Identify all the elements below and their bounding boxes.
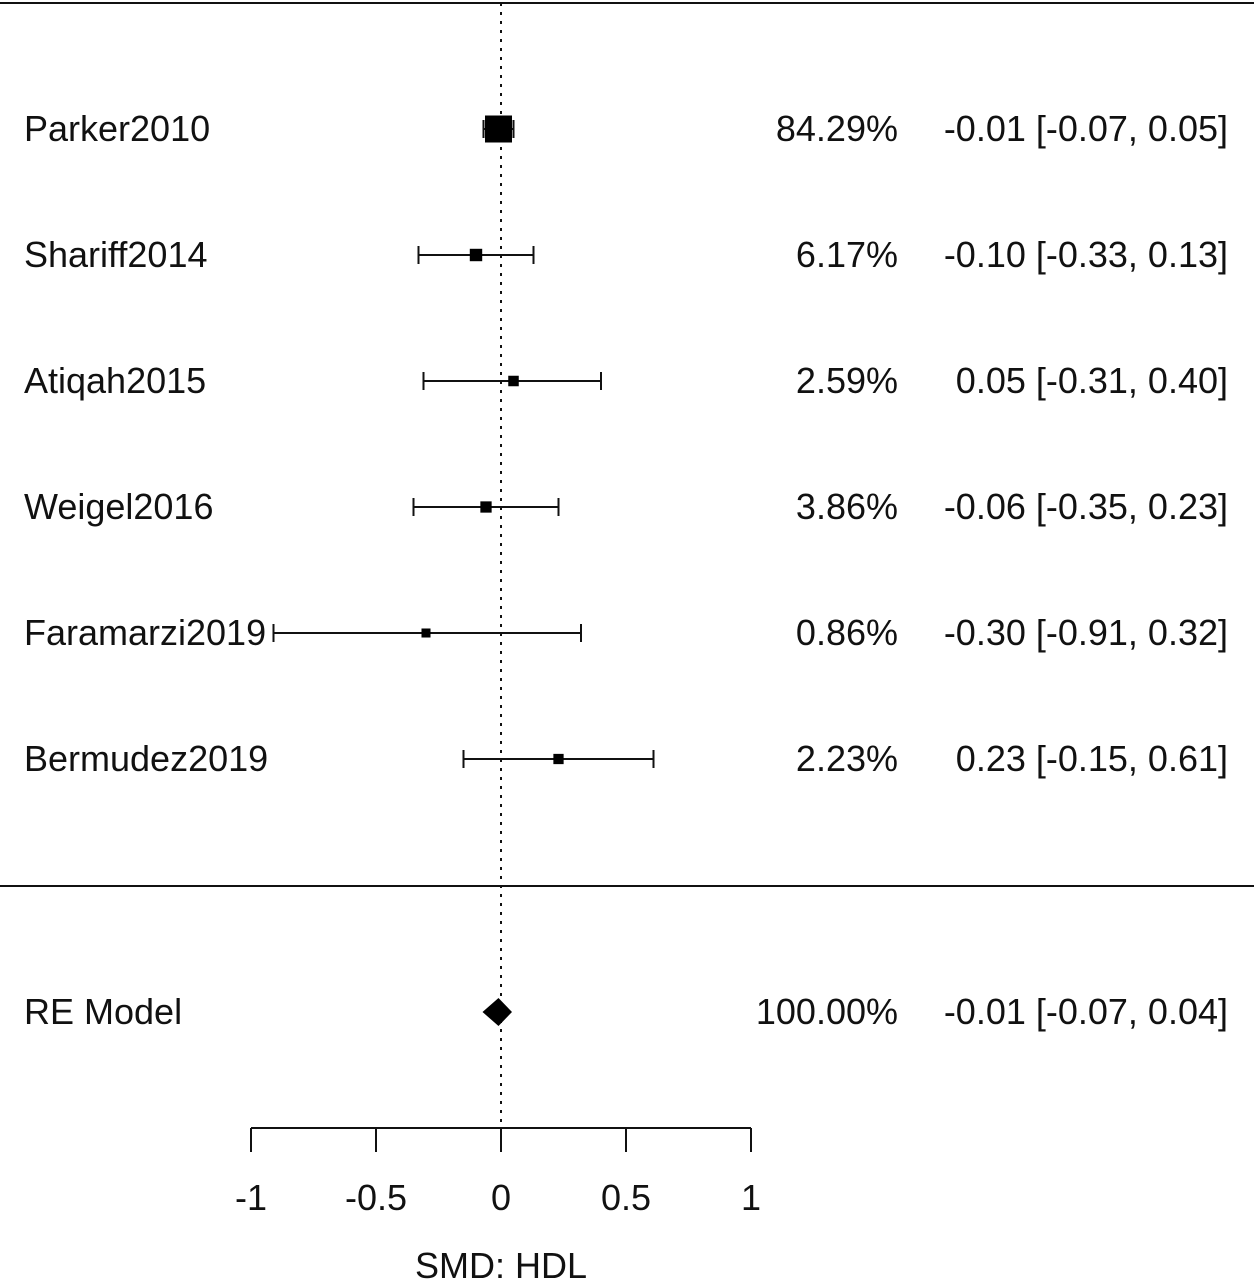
point-estimate-marker — [553, 753, 564, 765]
x-axis-tick-label: -1 — [235, 1177, 267, 1218]
point-estimate-marker — [421, 628, 431, 638]
x-axis-tick-label: 0.5 — [601, 1177, 651, 1218]
study-effect-ci: -0.01 [-0.07, 0.05] — [944, 108, 1228, 149]
study-row: Weigel2016 3.86% -0.06 [-0.35, 0.23] — [24, 486, 1228, 527]
study-row: Shariff2014 6.17% -0.10 [-0.33, 0.13] — [24, 234, 1228, 275]
study-effect-ci: -0.30 [-0.91, 0.32] — [944, 612, 1228, 653]
study-effect-ci: 0.05 [-0.31, 0.40] — [956, 360, 1228, 401]
study-row: Parker2010 84.29% -0.01 [-0.07, 0.05] — [24, 108, 1228, 149]
x-axis-tick-label: 0 — [491, 1177, 511, 1218]
study-row: Faramarzi2019 0.86% -0.30 [-0.91, 0.32] — [24, 612, 1228, 653]
summary-row: RE Model 100.00% -0.01 [-0.07, 0.04] — [24, 991, 1228, 1032]
study-effect-ci: -0.10 [-0.33, 0.13] — [944, 234, 1228, 275]
point-estimate-marker — [508, 375, 519, 387]
study-name: Parker2010 — [24, 108, 210, 149]
study-weight: 0.86% — [796, 612, 898, 653]
summary-effect-ci: -0.01 [-0.07, 0.04] — [944, 991, 1228, 1032]
point-estimate-marker — [480, 501, 492, 513]
study-name: Shariff2014 — [24, 234, 207, 275]
study-rows: Parker2010 84.29% -0.01 [-0.07, 0.05] Shari… — [24, 108, 1228, 779]
study-row: Atiqah2015 2.59% 0.05 [-0.31, 0.40] — [24, 360, 1228, 401]
study-weight: 3.86% — [796, 486, 898, 527]
study-name: Atiqah2015 — [24, 360, 206, 401]
study-weight: 84.29% — [776, 108, 898, 149]
study-row: Bermudez2019 2.23% 0.23 [-0.15, 0.61] — [24, 738, 1228, 779]
study-weight: 2.59% — [796, 360, 898, 401]
x-axis-tick-label: 1 — [741, 1177, 761, 1218]
x-axis: -1 -0.5 0 0.5 1 — [235, 1127, 761, 1218]
study-effect-ci: 0.23 [-0.15, 0.61] — [956, 738, 1228, 779]
study-weight: 6.17% — [796, 234, 898, 275]
study-name: Weigel2016 — [24, 486, 213, 527]
study-name: Faramarzi2019 — [24, 612, 266, 653]
summary-diamond — [482, 998, 512, 1026]
study-name: Bermudez2019 — [24, 738, 268, 779]
summary-name: RE Model — [24, 991, 182, 1032]
summary-weight: 100.00% — [756, 991, 898, 1032]
point-estimate-marker — [469, 248, 483, 262]
study-effect-ci: -0.06 [-0.35, 0.23] — [944, 486, 1228, 527]
x-axis-label: SMD: HDL — [415, 1245, 587, 1280]
point-estimate-marker — [485, 115, 512, 143]
study-weight: 2.23% — [796, 738, 898, 779]
x-axis-tick-label: -0.5 — [345, 1177, 407, 1218]
